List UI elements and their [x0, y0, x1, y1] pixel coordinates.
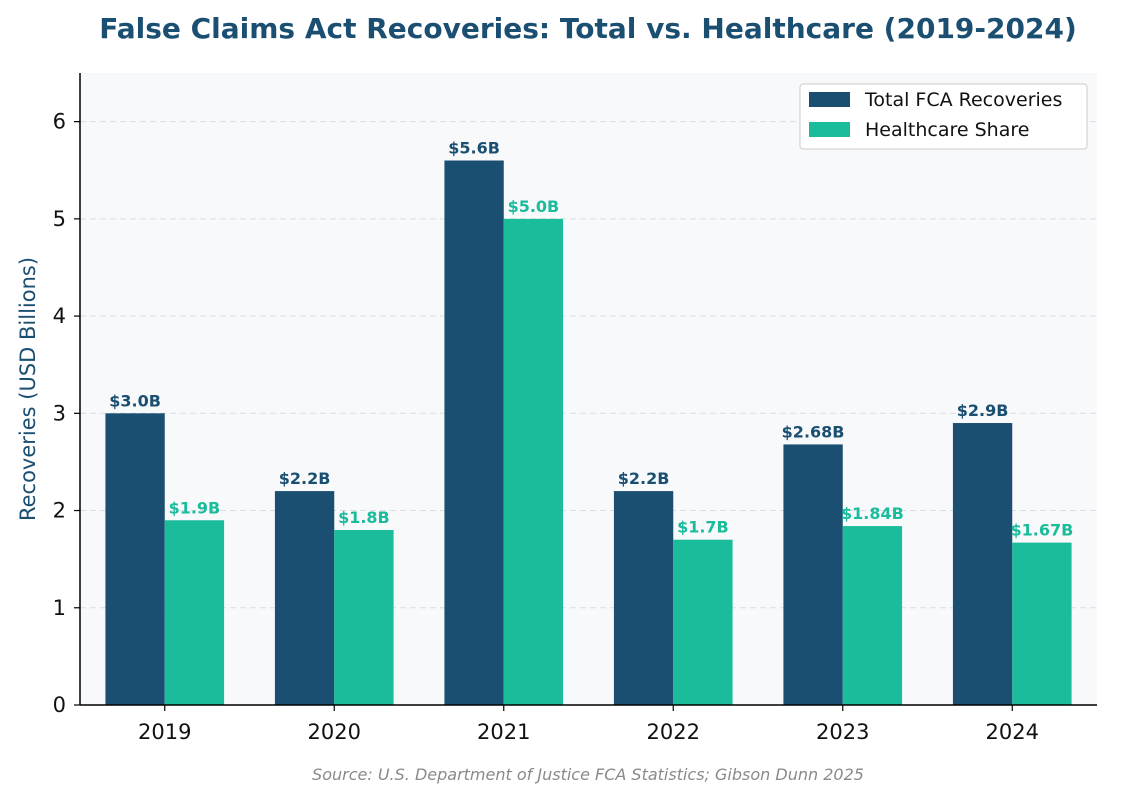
y-tick-label: 3 [53, 401, 66, 425]
y-axis-label: Recoveries (USD Billions) [16, 257, 40, 521]
bar-healthcare-2023 [842, 526, 903, 705]
value-label-total-2019: $3.0B [109, 391, 161, 410]
bar-total-2024 [952, 423, 1013, 705]
legend: Total FCA Recoveries Healthcare Share [799, 83, 1088, 150]
bar-total-2023 [783, 444, 843, 705]
x-tick-label: 2019 [138, 720, 191, 744]
y-tick-label: 2 [53, 499, 66, 523]
legend-label-total: Total FCA Recoveries [864, 89, 1062, 111]
chart-title: False Claims Act Recoveries: Total vs. H… [99, 12, 1077, 45]
x-tick-label: 2024 [986, 720, 1039, 744]
value-label-healthcare-2021: $5.0B [508, 197, 560, 216]
value-label-total-2020: $2.2B [279, 469, 331, 488]
y-tick-label: 5 [53, 207, 66, 231]
legend-swatch-total [809, 92, 850, 107]
bar-total-2022 [613, 491, 674, 705]
bar-healthcare-2021 [503, 218, 564, 705]
legend-swatch-healthcare [809, 122, 850, 137]
y-tick-label: 0 [53, 693, 66, 717]
bar-total-2020 [274, 491, 335, 705]
y-axis-ticks: 0 1 2 3 4 5 6 [53, 110, 80, 717]
bar-healthcare-2024 [1012, 542, 1072, 705]
x-tick-label: 2023 [816, 720, 869, 744]
bar-healthcare-2022 [673, 539, 733, 705]
value-label-healthcare-2019: $1.9B [169, 498, 221, 517]
y-tick-label: 1 [53, 596, 66, 620]
x-axis-ticks: 2019 2020 2021 2022 2023 2024 [138, 705, 1039, 744]
value-label-healthcare-2024: $1.67B [1011, 521, 1074, 540]
bar-total-2021 [444, 160, 504, 705]
value-label-total-2022: $2.2B [618, 469, 670, 488]
plot-area [80, 73, 1097, 705]
value-label-healthcare-2023: $1.84B [841, 504, 904, 523]
legend-label-healthcare: Healthcare Share [865, 119, 1029, 141]
value-label-total-2024: $2.9B [957, 401, 1009, 420]
source-note: Source: U.S. Department of Justice FCA S… [312, 765, 864, 784]
bar-healthcare-2020 [334, 529, 394, 705]
bar-healthcare-2019 [164, 520, 225, 705]
value-label-total-2021: $5.6B [448, 139, 500, 158]
value-label-total-2023: $2.68B [782, 422, 845, 441]
value-label-healthcare-2020: $1.8B [338, 508, 390, 527]
y-tick-label: 4 [53, 304, 66, 328]
bar-value-labels: $3.0B $1.9B $2.2B $1.8B $5.6B $5.0B $2.2B $1.7B… [109, 139, 1073, 540]
bars [105, 160, 1072, 705]
y-tick-label: 6 [53, 110, 66, 134]
value-label-healthcare-2022: $1.7B [677, 518, 729, 537]
x-tick-label: 2020 [308, 720, 361, 744]
x-tick-label: 2021 [477, 720, 530, 744]
bar-total-2019 [105, 413, 165, 705]
x-tick-label: 2022 [647, 720, 700, 744]
legend-box [799, 83, 1088, 150]
